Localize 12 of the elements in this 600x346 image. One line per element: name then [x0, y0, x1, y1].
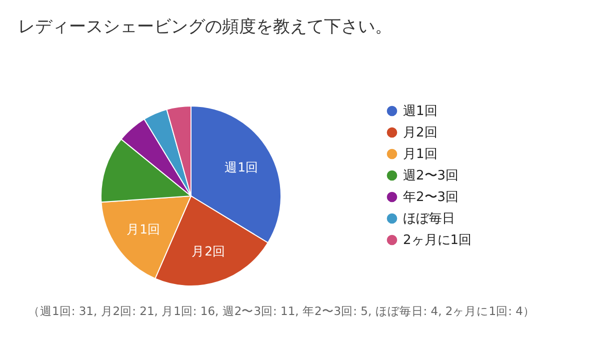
slice-label: 月2回 [192, 243, 226, 258]
text: （週1回: 31, 月2回: 21, 月1回: 16, 週2〜3回: 11, 年2〜3回: 5, ほぼ毎日: 4, 2ヶ月に1回: 4） [28, 304, 535, 319]
legend-label: 月1回 [403, 147, 438, 162]
legend-label: 月2回 [403, 126, 438, 140]
legend-label: 年2〜3回 [403, 190, 459, 205]
legend-label: 2ヶ月に1回 [403, 233, 472, 248]
legend-label: 週1回 [403, 104, 438, 119]
slice-label: 月1回 [126, 221, 161, 236]
legend-label: 週2〜3回 [403, 168, 459, 184]
slice-label: 週1回 [224, 160, 259, 175]
chart-title: レディースシェービングの頻度を教えて下さい。 [18, 17, 392, 37]
legend-label: ほぼ毎日 [403, 212, 455, 226]
